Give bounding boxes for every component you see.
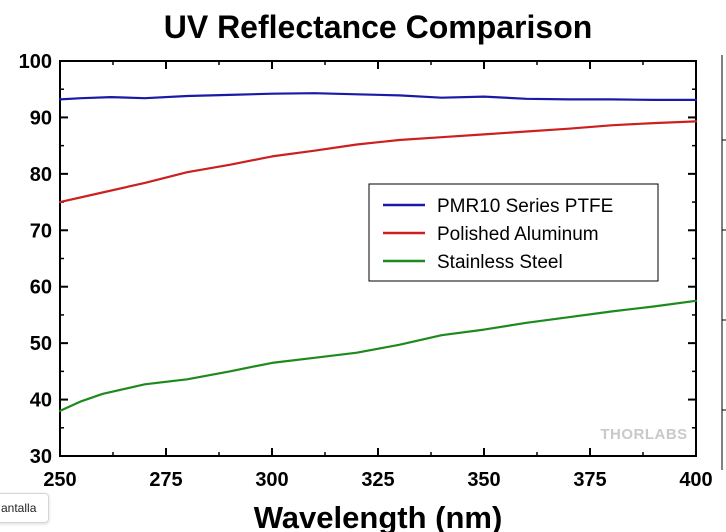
series-layer (58, 92, 698, 412)
y-tick-label: 70 (30, 220, 52, 242)
legend: PMR10 Series PTFE Polished Aluminum Stainl… (368, 183, 659, 282)
y-tick-label: 60 (30, 277, 52, 299)
y-tick-label: 50 (30, 333, 52, 355)
x-axis-label: Wavelength (nm) (254, 500, 503, 532)
series-line-3 (58, 299, 698, 412)
series-line-1 (58, 92, 698, 102)
y-tick-label: 30 (30, 446, 52, 468)
y-tick-label: 100 (19, 51, 52, 73)
x-tick-label: 350 (467, 469, 500, 491)
chart-title: UV Reflectance Comparison (164, 9, 593, 45)
tooltip-fragment: antalla (0, 493, 50, 523)
series-line-2 (58, 120, 698, 204)
y-tick-label: 90 (30, 107, 52, 129)
y-axis-ticks: 30 40 50 60 70 80 90 100 (19, 51, 696, 468)
x-tick-label: 275 (149, 469, 182, 491)
legend-label-3: Stainless Steel (437, 252, 563, 273)
right-frame-decoration (721, 55, 726, 470)
x-tick-label: 325 (361, 469, 394, 491)
x-axis-ticks: 250 275 300 325 350 375 400 (43, 61, 713, 491)
y-tick-label: 80 (30, 164, 52, 186)
x-tick-label: 400 (679, 469, 712, 491)
x-tick-label: 250 (43, 469, 76, 491)
y-tick-label: 40 (30, 390, 52, 412)
legend-label-2: Polished Aluminum (437, 224, 599, 245)
x-tick-label: 375 (573, 469, 606, 491)
x-tick-label: 300 (255, 469, 288, 491)
legend-label-1: PMR10 Series PTFE (437, 196, 613, 217)
thorlabs-watermark: THORLABS (600, 426, 687, 443)
